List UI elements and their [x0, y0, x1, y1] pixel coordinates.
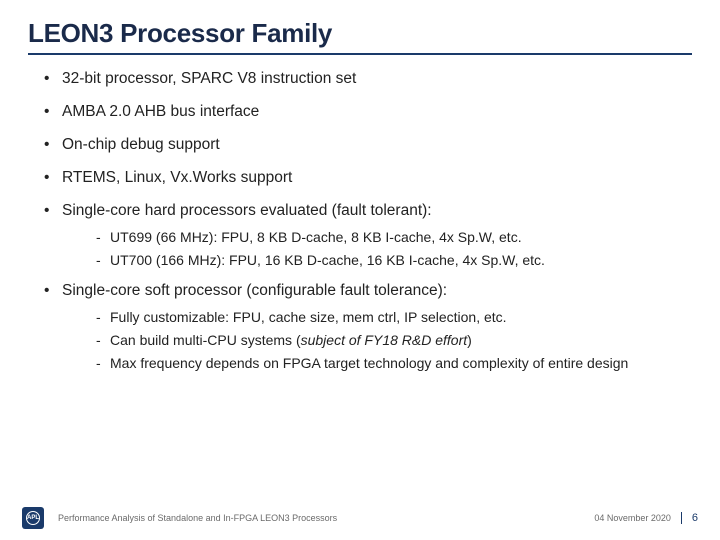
sub-bullet-list: UT699 (66 MHz): FPU, 8 KB D-cache, 8 KB …: [62, 228, 692, 270]
bullet-text: AMBA 2.0 AHB bus interface: [62, 103, 259, 120]
footer: APL Performance Analysis of Standalone a…: [0, 506, 720, 530]
title-underline: [28, 53, 692, 55]
bullet-text: Single-core soft processor (configurable…: [62, 282, 447, 299]
apl-logo-label: APL: [26, 511, 40, 525]
slide: LEON3 Processor Family 32-bit processor,…: [0, 0, 720, 540]
sub-bullet-item: Max frequency depends on FPGA target tec…: [96, 354, 692, 373]
footer-divider: [681, 512, 682, 524]
bullet-item: AMBA 2.0 AHB bus interface: [44, 102, 692, 123]
sub-bullet-item: UT699 (66 MHz): FPU, 8 KB D-cache, 8 KB …: [96, 228, 692, 247]
bullet-list: 32-bit processor, SPARC V8 instruction s…: [28, 69, 692, 373]
bullet-item: Single-core soft processor (configurable…: [44, 281, 692, 373]
bullet-text: RTEMS, Linux, Vx.Works support: [62, 169, 292, 186]
sub-bullet-item: Fully customizable: FPU, cache size, mem…: [96, 308, 692, 327]
footer-date: 04 November 2020: [594, 513, 671, 523]
bullet-item: On-chip debug support: [44, 135, 692, 156]
bullet-text: On-chip debug support: [62, 136, 220, 153]
bullet-item: RTEMS, Linux, Vx.Works support: [44, 168, 692, 189]
footer-text: Performance Analysis of Standalone and I…: [58, 513, 594, 523]
bullet-text: Single-core hard processors evaluated (f…: [62, 202, 432, 219]
bullet-text: 32-bit processor, SPARC V8 instruction s…: [62, 70, 356, 87]
sub-bullet-list: Fully customizable: FPU, cache size, mem…: [62, 308, 692, 373]
bullet-item: Single-core hard processors evaluated (f…: [44, 201, 692, 270]
apl-logo-icon: APL: [22, 507, 44, 529]
bullet-item: 32-bit processor, SPARC V8 instruction s…: [44, 69, 692, 90]
page-number: 6: [692, 512, 698, 524]
slide-title: LEON3 Processor Family: [28, 18, 692, 49]
sub-bullet-item: UT700 (166 MHz): FPU, 16 KB D-cache, 16 …: [96, 251, 692, 270]
sub-bullet-item: Can build multi-CPU systems (subject of …: [96, 331, 692, 350]
